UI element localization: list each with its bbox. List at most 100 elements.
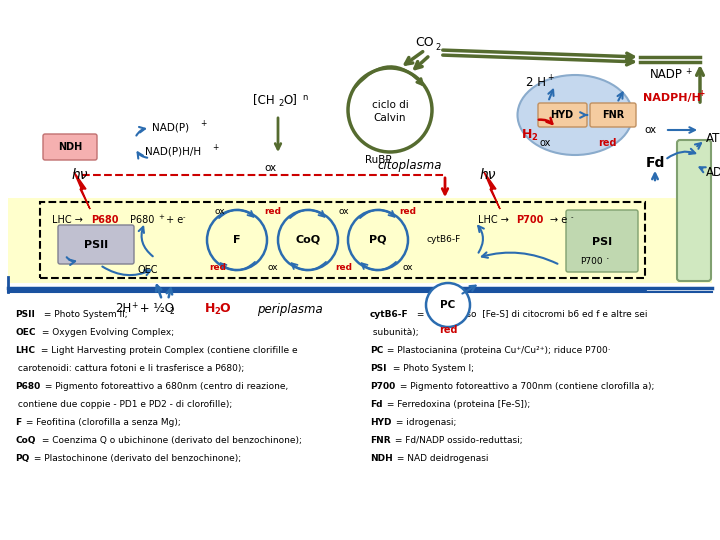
Text: red: red bbox=[210, 264, 227, 273]
Text: = Ferredoxina (proteina [Fe-S]);: = Ferredoxina (proteina [Fe-S]); bbox=[384, 400, 530, 409]
Text: = Pigmento fotoreattivo a 700nm (contiene clorofilla a);: = Pigmento fotoreattivo a 700nm (contien… bbox=[397, 382, 654, 391]
Text: PSI: PSI bbox=[592, 237, 612, 247]
Text: +: + bbox=[158, 214, 164, 220]
Text: H: H bbox=[205, 301, 215, 314]
Text: red: red bbox=[438, 325, 457, 335]
FancyBboxPatch shape bbox=[590, 103, 636, 127]
Text: = Plastocianina (proteina Cu⁺/Cu²⁺); riduce P700·: = Plastocianina (proteina Cu⁺/Cu²⁺); rid… bbox=[384, 346, 611, 355]
Text: 2: 2 bbox=[278, 98, 283, 107]
Text: P700: P700 bbox=[370, 382, 395, 391]
Text: ox: ox bbox=[644, 125, 656, 135]
Text: 2: 2 bbox=[531, 133, 537, 143]
Text: LHC →: LHC → bbox=[52, 215, 86, 225]
Text: PSII: PSII bbox=[15, 310, 35, 319]
Text: PSII: PSII bbox=[84, 240, 108, 250]
Text: hν: hν bbox=[72, 168, 89, 182]
Text: FNR: FNR bbox=[370, 436, 391, 445]
Text: ·: · bbox=[606, 254, 610, 264]
Text: = Photo System I;: = Photo System I; bbox=[390, 364, 474, 373]
Text: citoplasma: citoplasma bbox=[378, 159, 442, 172]
Text: → e: → e bbox=[550, 215, 567, 225]
Text: PSI: PSI bbox=[370, 364, 387, 373]
Text: P680: P680 bbox=[130, 215, 154, 225]
Text: P680: P680 bbox=[15, 382, 40, 391]
Text: NAD(P)H/H: NAD(P)H/H bbox=[145, 147, 201, 157]
Text: red: red bbox=[598, 138, 616, 148]
Text: PQ: PQ bbox=[15, 454, 30, 463]
Text: HYD: HYD bbox=[370, 418, 392, 427]
Text: HYD: HYD bbox=[550, 110, 574, 120]
FancyBboxPatch shape bbox=[566, 210, 638, 272]
Text: contiene due coppie - PD1 e PD2 - di clorofille);: contiene due coppie - PD1 e PD2 - di clo… bbox=[15, 400, 233, 409]
Bar bbox=[8, 198, 712, 283]
Text: ox: ox bbox=[264, 163, 276, 173]
Text: +: + bbox=[131, 300, 138, 309]
Text: red: red bbox=[264, 207, 282, 217]
Text: NADP: NADP bbox=[650, 69, 683, 82]
Text: = Plastochinone (derivato del benzochinone);: = Plastochinone (derivato del benzochino… bbox=[31, 454, 241, 463]
Text: PC: PC bbox=[441, 300, 456, 310]
Text: Calvin: Calvin bbox=[374, 113, 406, 123]
Text: = Pigmento fotoreattivo a 680nm (centro di reazione,: = Pigmento fotoreattivo a 680nm (centro … bbox=[42, 382, 288, 391]
Text: ox: ox bbox=[338, 207, 349, 217]
Text: 2: 2 bbox=[435, 43, 440, 51]
Text: +: + bbox=[212, 144, 218, 152]
Text: Fd: Fd bbox=[645, 156, 665, 170]
Text: + e: + e bbox=[163, 215, 184, 225]
Text: = Light Harvesting protein Complex (contiene clorifille e: = Light Harvesting protein Complex (cont… bbox=[38, 346, 297, 355]
Text: NDH: NDH bbox=[58, 142, 82, 152]
Text: FNR: FNR bbox=[602, 110, 624, 120]
Text: ciclo di: ciclo di bbox=[372, 100, 408, 110]
Text: ADP: ADP bbox=[706, 165, 720, 179]
Text: -: - bbox=[183, 214, 186, 220]
Text: = Feofitina (clorofilla a senza Mg);: = Feofitina (clorofilla a senza Mg); bbox=[23, 418, 181, 427]
Ellipse shape bbox=[518, 75, 632, 155]
Circle shape bbox=[426, 283, 470, 327]
Text: cytB6-F: cytB6-F bbox=[370, 310, 409, 319]
Text: LHC: LHC bbox=[15, 346, 35, 355]
Text: PC: PC bbox=[370, 346, 383, 355]
Text: red: red bbox=[400, 207, 416, 217]
Text: P700: P700 bbox=[516, 215, 544, 225]
FancyBboxPatch shape bbox=[538, 103, 587, 127]
Text: subunità);: subunità); bbox=[370, 328, 418, 337]
Text: CO: CO bbox=[415, 36, 434, 49]
Text: O]: O] bbox=[283, 93, 297, 106]
Text: CoQ: CoQ bbox=[15, 436, 35, 445]
Text: hν: hν bbox=[480, 168, 496, 182]
Text: CoQ: CoQ bbox=[295, 235, 320, 245]
Text: = Oxygen Evolving Complex;: = Oxygen Evolving Complex; bbox=[39, 328, 174, 337]
Text: H: H bbox=[522, 129, 532, 141]
Text: red: red bbox=[336, 264, 353, 273]
Text: + ½O: + ½O bbox=[136, 301, 174, 314]
Bar bbox=[40, 202, 645, 278]
Text: ox: ox bbox=[215, 207, 225, 217]
Text: +: + bbox=[685, 66, 691, 76]
Text: ox: ox bbox=[539, 138, 551, 148]
Text: NAD(P): NAD(P) bbox=[152, 123, 189, 133]
Text: ATP: ATP bbox=[706, 132, 720, 145]
Text: 2 H: 2 H bbox=[526, 76, 546, 89]
Polygon shape bbox=[74, 172, 90, 209]
Text: = NAD deidrogenasi: = NAD deidrogenasi bbox=[394, 454, 488, 463]
Text: = idrogenasi;: = idrogenasi; bbox=[393, 418, 456, 427]
FancyBboxPatch shape bbox=[58, 225, 134, 264]
Text: +: + bbox=[698, 90, 704, 98]
Text: [CH: [CH bbox=[253, 93, 274, 106]
Text: NDH: NDH bbox=[370, 454, 392, 463]
Text: = Photo System II;: = Photo System II; bbox=[41, 310, 127, 319]
Text: carotenoidi: cattura fotoni e li trasferisce a P680);: carotenoidi: cattura fotoni e li trasfer… bbox=[15, 364, 244, 373]
Text: RuBP: RuBP bbox=[365, 155, 391, 165]
Text: ox: ox bbox=[268, 264, 279, 273]
Polygon shape bbox=[484, 172, 500, 209]
Text: periplasma: periplasma bbox=[257, 303, 323, 316]
Text: Fd: Fd bbox=[370, 400, 382, 409]
Text: NADPH/H: NADPH/H bbox=[643, 93, 701, 103]
Text: F: F bbox=[233, 235, 240, 245]
Text: 2H: 2H bbox=[115, 301, 131, 314]
Text: ox: ox bbox=[402, 264, 413, 273]
Text: +: + bbox=[200, 119, 207, 129]
Text: OEC: OEC bbox=[15, 328, 35, 337]
Text: 2: 2 bbox=[170, 307, 175, 316]
Text: P680: P680 bbox=[91, 215, 119, 225]
